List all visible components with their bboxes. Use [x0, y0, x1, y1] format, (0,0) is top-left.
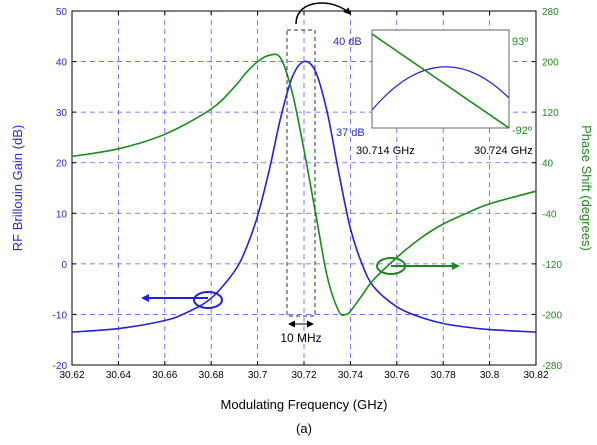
x-tick-label: 30.64: [106, 370, 131, 381]
x-axis-title: Modulating Frequency (GHz): [221, 397, 388, 412]
inset-right-top: 93º: [512, 36, 528, 48]
y-right-tick-label: 40: [542, 159, 554, 170]
inset-gain-curve: [371, 66, 510, 111]
inset-pointer-arrow: [295, 2, 351, 25]
x-tick-label: 30.68: [199, 370, 224, 381]
y-left-tick-label: -20: [53, 361, 68, 372]
inset-x-left: 30.714 GHz: [356, 145, 415, 157]
x-tick-label: 30.74: [338, 370, 363, 381]
x-tick-label: 30.7: [248, 370, 268, 381]
x-tick-label: 30.72: [291, 370, 316, 381]
inset-left-bottom: 37 dB: [336, 127, 365, 139]
y-left-tick-label: 0: [61, 260, 67, 271]
y-right-tick-label: -40: [542, 209, 557, 220]
inset-left-top: 40 dB: [333, 36, 362, 48]
y-left-tick-label: 10: [56, 209, 68, 220]
y-right-tick-label: 280: [542, 7, 559, 18]
y-right-tick-label: -280: [542, 361, 562, 372]
x-tick-label: 30.76: [384, 370, 409, 381]
y-left-tick-label: -10: [53, 310, 68, 321]
y-left-tick-label: 50: [56, 7, 68, 18]
y-left-axis-title: RF Brillouin Gain (dB): [10, 125, 25, 251]
y-right-tick-label: 120: [542, 108, 559, 119]
y-right-tick-label: -200: [542, 310, 562, 321]
y-left-tick-label: 40: [56, 58, 68, 69]
inset-x-right: 30.724 GHz: [474, 145, 533, 157]
y-right-axis-title: Phase Shift (degrees): [579, 125, 594, 251]
phase-shift-line: [71, 53, 537, 317]
x-tick-label: 30.66: [152, 370, 177, 381]
caption: (a): [296, 421, 312, 436]
y-right-tick-label: 200: [542, 58, 559, 69]
inset: 40 dB 37 dB 93º -92º 30.714 GHz 30.724 G…: [333, 29, 533, 157]
x-tick-label: 30.82: [523, 370, 548, 381]
x-tick-label: 30.8: [480, 370, 500, 381]
x-tick-label: 30.78: [431, 370, 456, 381]
bandwidth-label: 10 MHz: [280, 331, 321, 345]
brillouin-gain-line: [71, 60, 537, 333]
gain-axis-ellipse: [193, 291, 223, 309]
inset-right-bottom: -92º: [512, 125, 532, 137]
y-left-tick-label: 30: [56, 108, 68, 119]
x-tick-label: 30.62: [59, 370, 84, 381]
inset-phase-line: [371, 33, 510, 129]
y-right-tick-label: -120: [542, 260, 562, 271]
y-left-tick-label: 20: [56, 159, 68, 170]
bandwidth-box: [286, 29, 316, 317]
